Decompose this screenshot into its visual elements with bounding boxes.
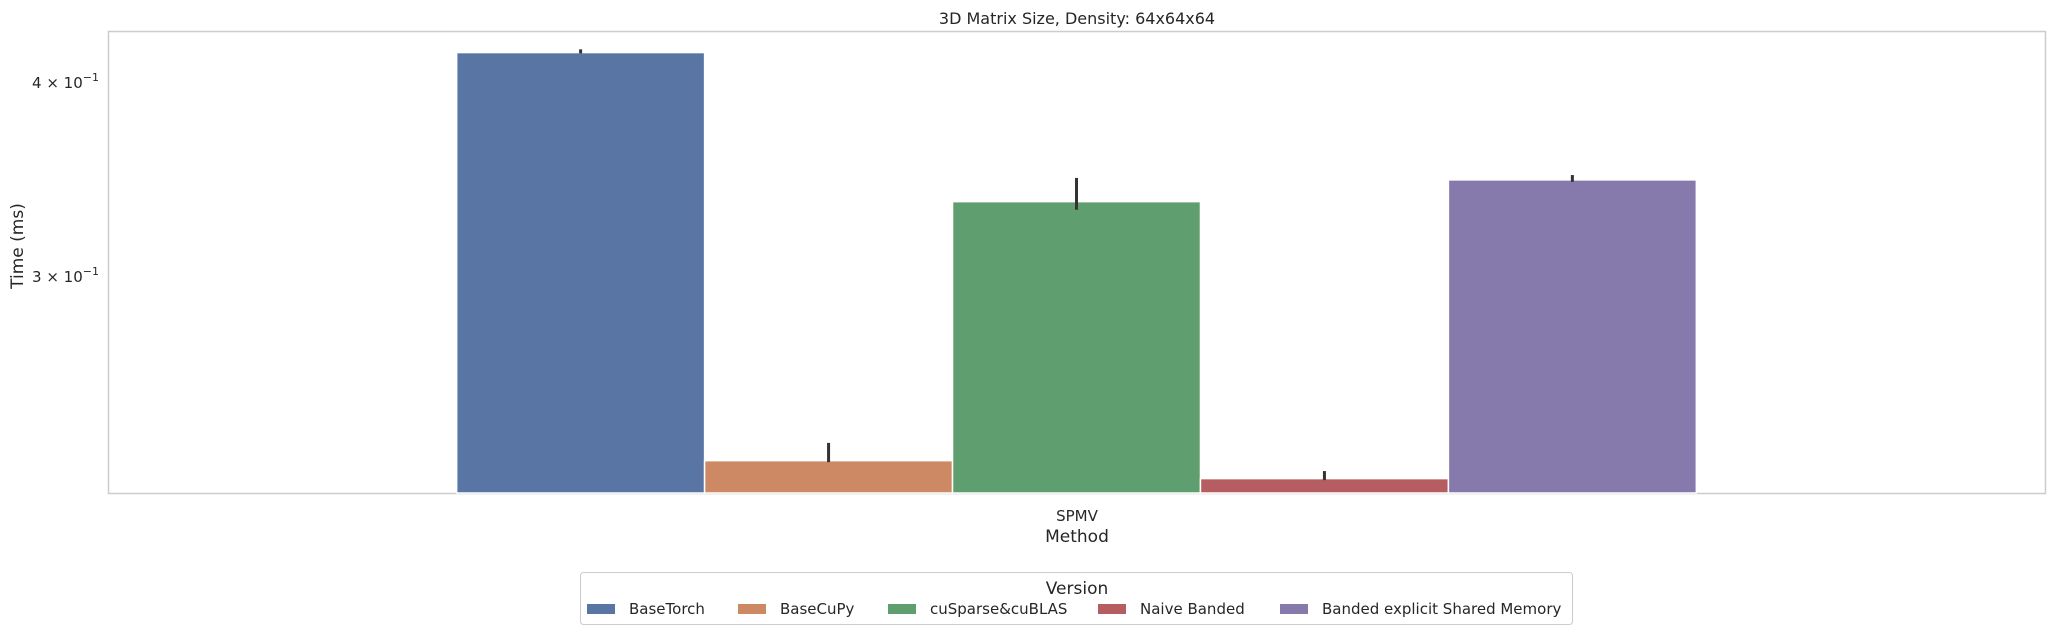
legend: Version BaseTorch BaseCuPy cuSparse&cuBLAS… [580, 572, 1573, 625]
bar-banded-explicit-shared-memory [1447, 179, 1698, 494]
bar-basecupy [703, 459, 954, 494]
legend-frame [580, 572, 1573, 625]
bar-basetorch [455, 51, 706, 494]
chart-title: 3D Matrix Size, Density: 64x64x64 [939, 9, 1215, 28]
legend-swatch-basecupy [738, 604, 766, 614]
y-tick-label: 3 × 10−1 [32, 265, 99, 286]
legend-title: Version [1046, 579, 1109, 599]
bar-naive-banded [1199, 477, 1450, 494]
legend-label-basecupy: BaseCuPy [780, 600, 855, 618]
x-axis-label: Method [1045, 527, 1109, 547]
legend-swatch-banded-explicit-shared-memory [1280, 604, 1308, 614]
legend-label-banded-explicit-shared-memory: Banded explicit Shared Memory [1322, 600, 1561, 618]
x-tick-label-spmv: SPMV [1056, 507, 1099, 525]
y-axis-ticks: 3 × 10−1 4 × 10−1 [32, 71, 99, 286]
legend-swatch-naive-banded [1098, 604, 1126, 614]
y-axis-label: Time (ms) [8, 203, 28, 290]
legend-swatch-cusparse-cublas [888, 604, 916, 614]
y-tick-label: 4 × 10−1 [32, 71, 99, 92]
legend-label-cusparse-cublas: cuSparse&cuBLAS [930, 600, 1067, 618]
legend-items: BaseTorch BaseCuPy cuSparse&cuBLAS Naive Ba… [587, 600, 1561, 618]
legend-label-basetorch: BaseTorch [629, 600, 705, 618]
bars-group [455, 51, 1698, 494]
legend-swatch-basetorch [587, 604, 615, 614]
bar-cusparse-cublas [951, 200, 1202, 494]
legend-label-naive-banded: Naive Banded [1140, 600, 1245, 618]
error-bars-group [579, 49, 1574, 481]
